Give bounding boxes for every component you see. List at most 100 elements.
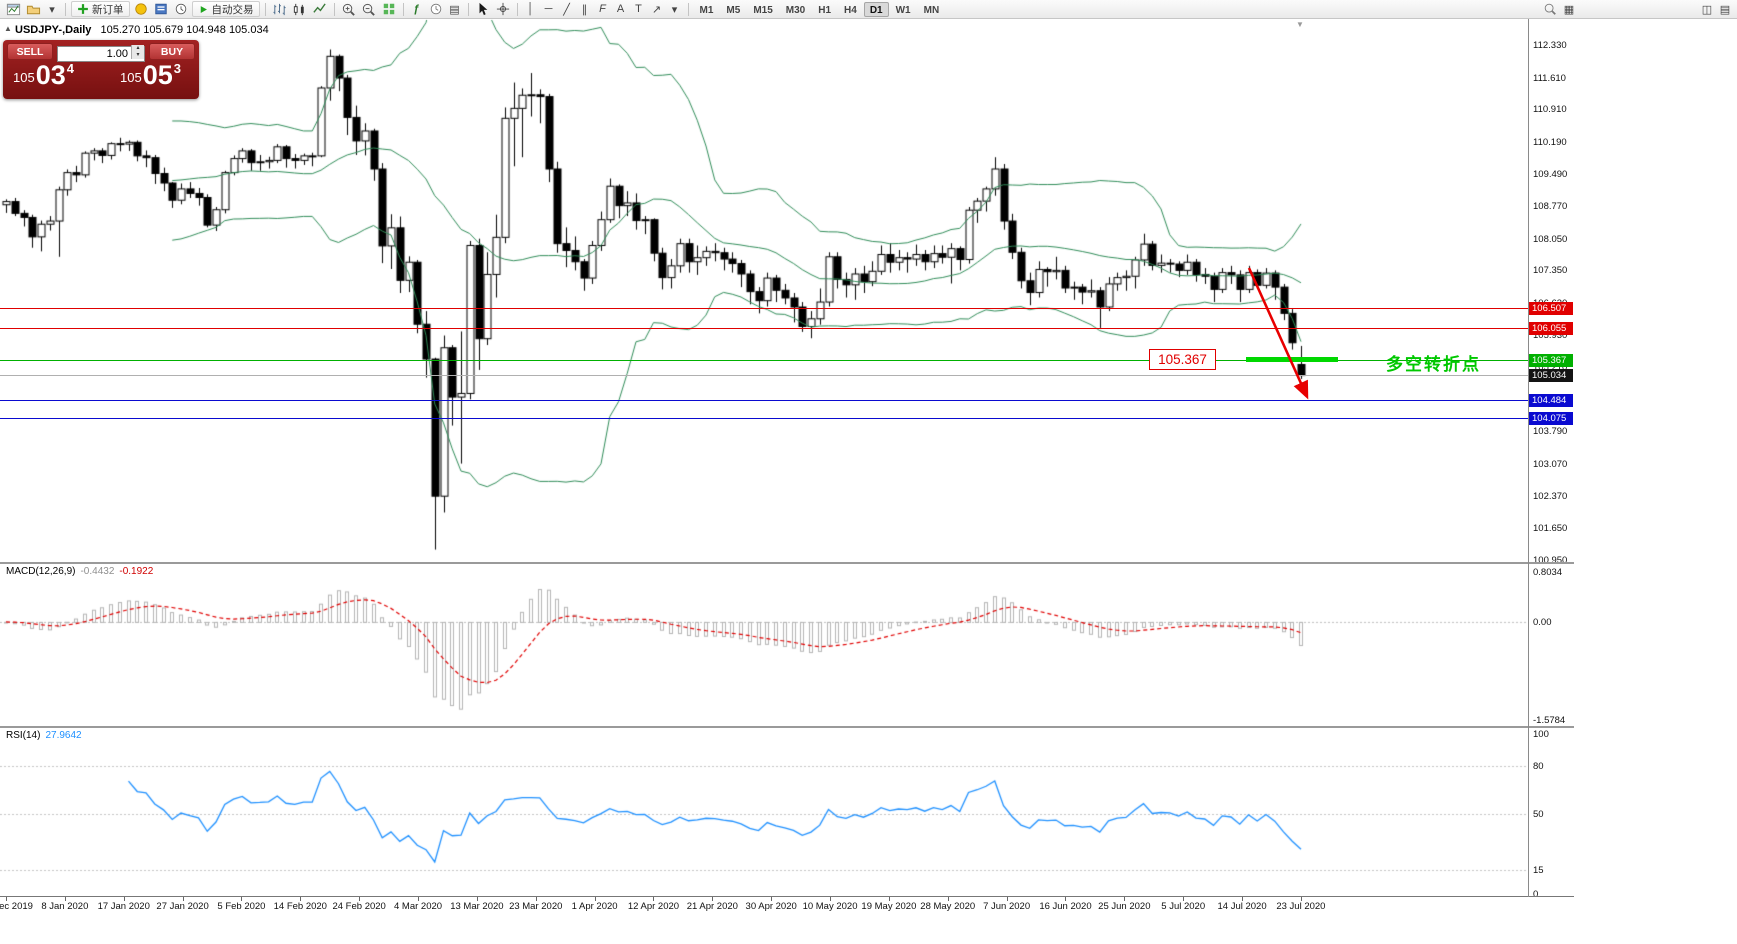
price-axis-label: 102.370 bbox=[1533, 490, 1568, 502]
time-axis-tick bbox=[182, 897, 184, 901]
price-tag-resistance-upper: 106.507 bbox=[1529, 302, 1573, 316]
cursor-icon[interactable] bbox=[474, 1, 492, 17]
timeframe-m5-button[interactable]: M5 bbox=[726, 4, 741, 16]
chart-shift-marker-icon[interactable]: ▼ bbox=[1296, 20, 1304, 29]
panel-toggle-icon[interactable]: ◫ bbox=[1701, 3, 1713, 16]
profiles-icon[interactable] bbox=[24, 1, 42, 17]
terminal-icon[interactable] bbox=[152, 1, 170, 17]
buy-button[interactable]: BUY bbox=[149, 43, 195, 60]
layout-icon[interactable]: ▤ bbox=[1719, 3, 1731, 16]
time-axis-label: 21 Apr 2020 bbox=[686, 901, 738, 912]
autotrade-label: 自动交易 bbox=[211, 3, 254, 16]
time-axis-label: 25 Jun 2020 bbox=[1098, 901, 1151, 912]
down-arrow-annotation[interactable] bbox=[1240, 258, 1320, 408]
macd-axis-label: 0.8034 bbox=[1533, 567, 1563, 578]
autotrade-button[interactable]: 自动交易 bbox=[191, 1, 260, 17]
new-order-button[interactable]: 新订单 bbox=[71, 1, 130, 17]
time-axis-label: 30 Apr 2020 bbox=[745, 901, 797, 912]
one-click-trading-toggle[interactable]: ▲ bbox=[4, 24, 12, 33]
timeframe-m30-button[interactable]: M30 bbox=[785, 4, 806, 16]
horizontal-line-support-upper[interactable] bbox=[0, 399, 1528, 401]
time-axis-tick bbox=[947, 897, 949, 901]
time-axis-label: 23 Mar 2020 bbox=[509, 901, 563, 912]
time-axis-label: 7 Jun 2020 bbox=[983, 901, 1031, 912]
data-window-icon[interactable]: ▦ bbox=[1563, 3, 1575, 16]
time-axis-tick bbox=[359, 897, 361, 901]
profiles-caret-icon[interactable]: ▾ bbox=[49, 3, 55, 16]
line-chart-icon[interactable] bbox=[311, 1, 329, 17]
volume-down-button[interactable]: ▾ bbox=[131, 51, 144, 59]
horizontal-line-resistance-upper[interactable] bbox=[0, 308, 1528, 310]
candlestick-chart-icon[interactable] bbox=[291, 1, 309, 17]
price-callout-box[interactable]: 105.367 bbox=[1149, 349, 1216, 370]
label-tool-icon[interactable]: T bbox=[635, 3, 642, 15]
panel-splitter-rsi[interactable] bbox=[0, 726, 1574, 728]
price-axis-label: 108.050 bbox=[1533, 233, 1568, 245]
panel-splitter-macd[interactable] bbox=[0, 562, 1574, 564]
time-axis-tick bbox=[241, 897, 243, 901]
time-axis-tick bbox=[594, 897, 596, 901]
sell-button[interactable]: SELL bbox=[7, 43, 53, 60]
time-axis-tick bbox=[6, 897, 7, 901]
macd-name-label: MACD(12,26,9) bbox=[6, 566, 76, 577]
time-axis-label: 23 Jul 2020 bbox=[1276, 901, 1326, 912]
time-axis-label: 13 Mar 2020 bbox=[450, 901, 504, 912]
channel-tool-icon[interactable]: ∥ bbox=[581, 3, 588, 16]
time-axis-label: 5 Jul 2020 bbox=[1161, 901, 1206, 912]
price-tag-current-price: 105.034 bbox=[1529, 368, 1573, 382]
strategy-tester-icon[interactable] bbox=[172, 1, 190, 17]
trendline-tool-icon[interactable]: ╱ bbox=[563, 3, 570, 16]
timeframe-m1-button[interactable]: M1 bbox=[699, 4, 714, 16]
horizontal-line-tool-icon[interactable]: ─ bbox=[544, 3, 553, 15]
timeframe-d1-button[interactable]: D1 bbox=[863, 1, 889, 17]
volume-up-button[interactable]: ▴ bbox=[131, 44, 144, 52]
horizontal-line-resistance-lower[interactable] bbox=[0, 328, 1528, 330]
time-axis-tick bbox=[712, 897, 714, 901]
trend-highlight-bar[interactable] bbox=[1246, 357, 1338, 362]
price-axis-label: 110.910 bbox=[1533, 104, 1567, 116]
vertical-line-tool-icon[interactable]: │ bbox=[527, 3, 534, 15]
volume-field: ▴ ▾ bbox=[57, 44, 145, 62]
tile-windows-icon[interactable] bbox=[380, 1, 398, 17]
bar-chart-icon[interactable] bbox=[271, 1, 289, 17]
timeframe-h1-button[interactable]: H1 bbox=[818, 4, 832, 16]
time-axis-tick bbox=[535, 897, 537, 901]
indicators-icon[interactable]: ƒ bbox=[413, 3, 420, 15]
one-click-trading-panel: SELL ▴ ▾ BUY 105 03 4 105 05 3 bbox=[3, 40, 199, 99]
fibonacci-tool-icon[interactable]: F bbox=[599, 3, 606, 15]
rsi-label-row: RSI(14) 27.9642 bbox=[6, 730, 82, 741]
search-icon[interactable] bbox=[1541, 1, 1559, 17]
volume-input[interactable] bbox=[57, 45, 145, 62]
crosshair-icon[interactable] bbox=[494, 1, 512, 17]
templates-icon[interactable]: ▤ bbox=[449, 3, 460, 16]
timeframe-w1-button[interactable]: W1 bbox=[895, 4, 911, 16]
turning-point-annotation[interactable]: 多空转折点 bbox=[1386, 355, 1481, 374]
metaeditor-icon[interactable] bbox=[132, 1, 150, 17]
arrows-caret-icon[interactable]: ▾ bbox=[671, 3, 678, 16]
time-axis-tick bbox=[888, 897, 890, 901]
symbol-period-label: USDJPY-,Daily bbox=[15, 24, 92, 36]
timeframe-h4-button[interactable]: H4 bbox=[844, 4, 857, 16]
zoom-out-icon[interactable] bbox=[360, 1, 378, 17]
rsi-axis-label: 0 bbox=[1533, 889, 1539, 900]
new-chart-icon[interactable] bbox=[4, 1, 22, 17]
zoom-in-icon[interactable] bbox=[340, 1, 358, 17]
periods-icon[interactable] bbox=[427, 1, 445, 17]
horizontal-line-current-price[interactable] bbox=[0, 374, 1528, 376]
timeframe-mn-button[interactable]: MN bbox=[923, 4, 940, 16]
macd-axis-label: 0.00 bbox=[1533, 616, 1552, 628]
time-axis-tick bbox=[1065, 897, 1067, 901]
time-axis-label: 5 Feb 2020 bbox=[217, 901, 266, 912]
time-axis-tick bbox=[1124, 897, 1126, 901]
time-axis-label: 30 Dec 2019 bbox=[0, 901, 33, 912]
horizontal-line-support-lower[interactable] bbox=[0, 418, 1528, 420]
arrows-tool-icon[interactable]: ↗ bbox=[651, 3, 662, 16]
horizontal-line-pivot[interactable] bbox=[0, 359, 1528, 361]
time-axis-tick bbox=[1183, 897, 1185, 901]
time-axis-tick bbox=[476, 897, 478, 901]
timeframe-m15-button[interactable]: M15 bbox=[753, 4, 773, 16]
time-axis-tick bbox=[1006, 897, 1008, 901]
price-tag-resistance-lower: 106.055 bbox=[1529, 322, 1573, 336]
text-tool-icon[interactable]: A bbox=[616, 3, 625, 15]
